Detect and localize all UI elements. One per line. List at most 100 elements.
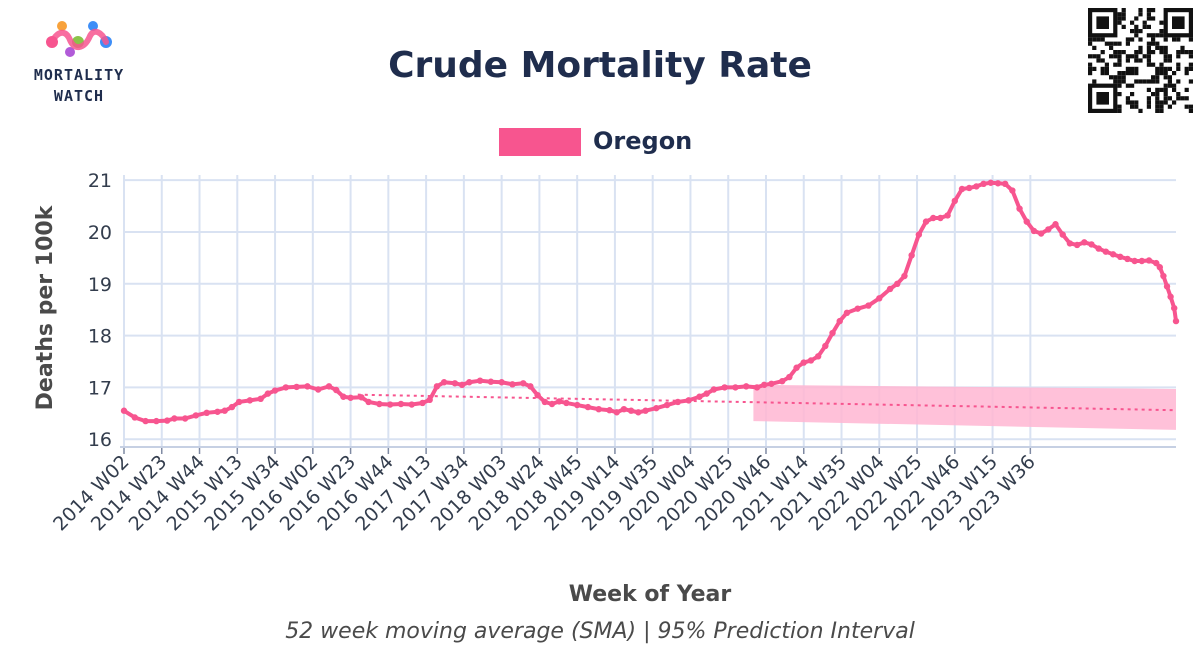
qr-module [1130,92,1135,97]
data-point [282,384,290,391]
qr-module [1151,16,1156,21]
qr-module [1167,54,1172,59]
data-point [937,214,944,222]
data-point [408,401,415,408]
logo-icon [46,21,112,57]
qr-module [1180,45,1185,50]
qr-module [1138,79,1143,84]
qr-module [1176,66,1181,71]
qr-module [1138,45,1143,50]
data-point [1172,317,1180,325]
data-point [696,393,703,400]
qr-module [1159,66,1164,71]
qr-module [1163,75,1168,80]
qr-module [1188,50,1193,55]
data-point [778,378,786,385]
qr-module [1159,45,1164,50]
data-point [386,401,394,408]
qr-module [1176,62,1181,67]
data-point [534,391,541,399]
qr-module [1117,108,1122,113]
qr-module [1172,100,1177,105]
data-point [1095,245,1102,252]
data-point [304,383,311,390]
data-point [663,401,671,409]
qr-module [1142,79,1147,84]
qr-module [1134,50,1139,55]
data-point [142,417,149,425]
qr-module [1104,62,1109,67]
qr-module [1134,16,1139,21]
qr-module [1155,33,1160,38]
data-point [325,383,333,390]
data-point [627,407,635,414]
data-point [347,394,354,401]
qr-module [1121,24,1126,29]
data-point [743,383,750,390]
qr-module [1176,37,1181,42]
data-point [965,184,973,192]
data-point [1131,257,1138,265]
data-point [1052,221,1059,228]
qr-module [1151,62,1156,67]
data-point [563,399,570,407]
data-point [451,380,459,387]
data-point [214,408,221,415]
qr-module [1138,50,1143,55]
data-point [1001,180,1009,188]
legend-label-oregon: Oregon [593,127,692,155]
data-point [642,407,649,414]
data-point [1066,240,1074,247]
qr-module [1138,29,1143,34]
data-point [1167,293,1174,300]
data-point [1037,230,1045,237]
qr-module [1142,24,1147,29]
qr-module [1117,71,1122,76]
qr-module [1096,54,1101,59]
qr-module [1163,87,1168,92]
trend-dashed-line [357,393,1177,412]
qr-module [1134,71,1139,76]
qr-module [1146,96,1151,101]
trend-line [357,393,1177,412]
qr-module [1159,71,1164,76]
qr-module [1155,79,1160,84]
qr-module [1088,71,1093,76]
data-point [958,185,966,193]
chart-title: Crude Mortality Rate [388,45,812,86]
qr-module [1138,108,1143,113]
data-point [433,383,441,390]
data-point [620,405,628,413]
qr-module [1151,37,1156,42]
data-point [703,390,710,397]
data-point [192,412,200,419]
y-tick-label: 18 [88,326,112,348]
qr-module [1172,37,1177,42]
data-point [994,180,1002,187]
qr-module [1100,58,1105,63]
qr-module [1130,66,1135,71]
data-point [1145,257,1153,264]
data-point [466,379,473,386]
qr-module [1172,83,1177,88]
data-point [908,252,915,259]
qr-module [1176,79,1181,84]
qr-module [1121,12,1126,17]
qr-module [1151,33,1156,38]
data-point [221,407,228,414]
qr-module [1146,8,1151,13]
qr-module [1172,87,1177,92]
qr-module [1134,54,1139,59]
data-point [753,384,761,391]
qr-module [1117,104,1122,109]
qr-module [1184,87,1189,92]
data-point [1138,257,1146,265]
qr-module [1109,54,1114,59]
data-point [440,379,448,386]
qr-module [1125,58,1130,63]
qr-module [1134,66,1139,71]
qr-module [1146,33,1151,38]
data-point [340,393,347,400]
data-point [613,409,620,416]
data-point [854,305,861,312]
